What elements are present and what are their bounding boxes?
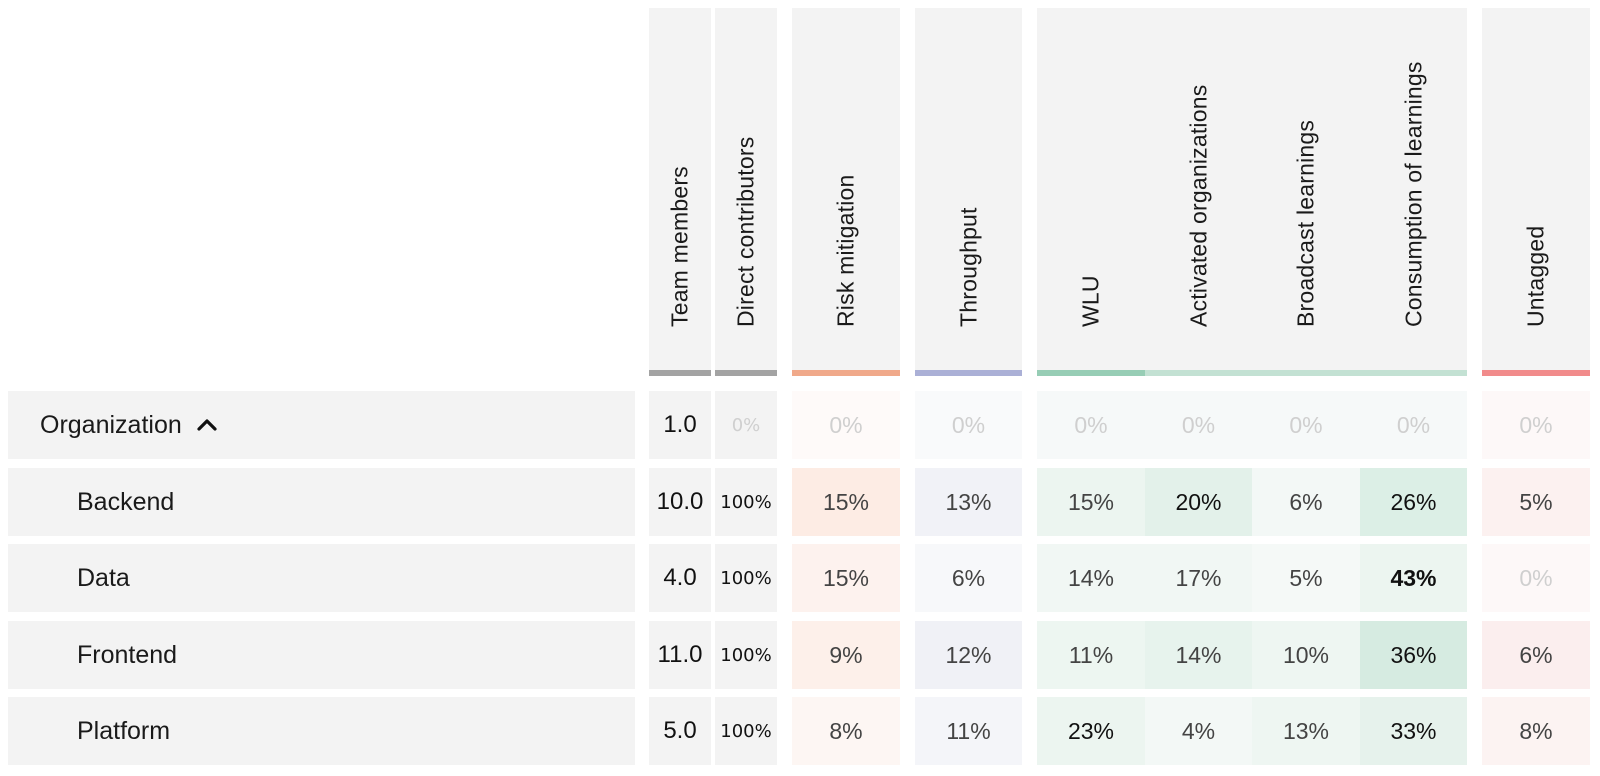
column-header-label: Throughput xyxy=(955,207,981,327)
table-cell: 1.0 xyxy=(649,391,711,459)
table-cell: 8% xyxy=(792,697,900,765)
table-cell: 0% xyxy=(715,391,777,459)
row-header-team[interactable]: Frontend xyxy=(8,621,635,689)
column-header[interactable]: Direct contributors xyxy=(715,8,777,376)
column-header-label: Consumption of learnings xyxy=(1400,61,1426,327)
table-cell: 15% xyxy=(1037,468,1145,536)
table-cell: 5% xyxy=(1482,468,1590,536)
table-cell: 12% xyxy=(915,621,1022,689)
table-cell: 36% xyxy=(1360,621,1467,689)
row-name: Platform xyxy=(77,716,171,745)
row-name: Data xyxy=(77,563,130,592)
column-color-bar xyxy=(715,370,777,376)
column-header[interactable]: Throughput xyxy=(915,8,1022,376)
table-cell: 0% xyxy=(792,391,900,459)
table-cell: 0% xyxy=(1037,391,1145,459)
column-header[interactable]: Untagged xyxy=(1482,8,1590,376)
column-header[interactable]: Risk mitigation xyxy=(792,8,900,376)
table-cell: 0% xyxy=(915,391,1022,459)
row-header-team[interactable]: Backend xyxy=(8,468,635,536)
table-cell: 5.0 xyxy=(649,697,711,765)
column-header-label: Activated organizations xyxy=(1185,84,1211,327)
table-cell: 6% xyxy=(915,544,1022,612)
table-cell: 14% xyxy=(1145,621,1252,689)
row-name: Backend xyxy=(77,487,175,516)
column-header[interactable]: WLU xyxy=(1037,8,1145,376)
column-header-label: Broadcast learnings xyxy=(1292,119,1319,327)
table-cell: 13% xyxy=(915,468,1022,536)
column-color-bar xyxy=(915,370,1022,376)
table-cell: 23% xyxy=(1037,697,1145,765)
row-header-organization[interactable]: Organization xyxy=(8,391,635,459)
table-cell: 11.0 xyxy=(649,621,711,689)
table-cell: 5% xyxy=(1252,544,1360,612)
column-header-label: Untagged xyxy=(1522,225,1549,327)
column-color-bar xyxy=(1252,370,1360,376)
table-cell: 100% xyxy=(715,697,777,765)
column-color-bar xyxy=(1482,370,1590,376)
column-header[interactable]: Broadcast learnings xyxy=(1252,8,1360,376)
column-color-bar xyxy=(792,370,900,376)
row-name: Organization xyxy=(40,410,182,439)
table-cell: 100% xyxy=(715,468,777,536)
table-cell: 8% xyxy=(1482,697,1590,765)
table-cell: 0% xyxy=(1145,391,1252,459)
table-cell: 0% xyxy=(1360,391,1467,459)
column-header-label: Direct contributors xyxy=(732,136,759,327)
table-cell: 0% xyxy=(1482,391,1590,459)
chevron-up-icon[interactable] xyxy=(196,414,218,436)
row-header-team[interactable]: Data xyxy=(8,544,635,612)
column-header[interactable]: Activated organizations xyxy=(1145,8,1252,376)
column-header[interactable]: Team members xyxy=(649,8,711,376)
table-cell: 100% xyxy=(715,621,777,689)
table-cell: 20% xyxy=(1145,468,1252,536)
column-color-bar xyxy=(1145,370,1252,376)
table-cell: 15% xyxy=(792,468,900,536)
column-header-label: Team members xyxy=(666,166,693,327)
column-color-bar xyxy=(1037,370,1145,376)
table-cell: 17% xyxy=(1145,544,1252,612)
table-cell: 10% xyxy=(1252,621,1360,689)
column-color-bar xyxy=(1360,370,1467,376)
table-cell: 11% xyxy=(915,697,1022,765)
table-cell: 4.0 xyxy=(649,544,711,612)
table-cell: 4% xyxy=(1145,697,1252,765)
table-cell: 14% xyxy=(1037,544,1145,612)
table-cell: 15% xyxy=(792,544,900,612)
table-cell: 0% xyxy=(1482,544,1590,612)
table-cell: 6% xyxy=(1482,621,1590,689)
column-header-label: Risk mitigation xyxy=(832,174,859,327)
table-cell: 26% xyxy=(1360,468,1467,536)
table-cell: 13% xyxy=(1252,697,1360,765)
row-header-team[interactable]: Platform xyxy=(8,697,635,765)
table-cell: 0% xyxy=(1252,391,1360,459)
table-cell: 9% xyxy=(792,621,900,689)
column-color-bar xyxy=(649,370,711,376)
row-name: Frontend xyxy=(77,640,178,669)
table-cell: 10.0 xyxy=(649,468,711,536)
table-cell: 6% xyxy=(1252,468,1360,536)
table-cell: 43% xyxy=(1360,544,1467,612)
table-cell: 100% xyxy=(715,544,777,612)
table-cell: 11% xyxy=(1037,621,1145,689)
column-header-label: WLU xyxy=(1077,275,1104,327)
table-cell: 33% xyxy=(1360,697,1467,765)
column-header[interactable]: Consumption of learnings xyxy=(1360,8,1467,376)
